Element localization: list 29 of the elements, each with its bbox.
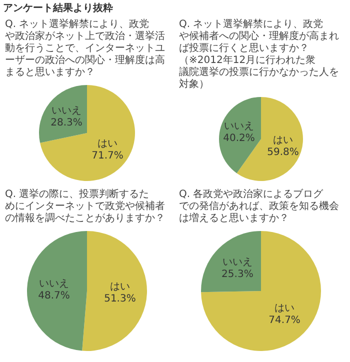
slice-label: いいえ bbox=[39, 278, 70, 290]
data-label: 40.2% bbox=[223, 133, 255, 144]
chart-title: Q. 選挙の際に、投票判断するためにインターネットで政党や候補者の情報を調べたことがありますか？ bbox=[5, 188, 165, 224]
data-label: 51.3% bbox=[104, 293, 136, 304]
chart-title: Q. 各政党や政治家によるブログでの発信があれば、政策を知る機会は増えると思いますか？ bbox=[179, 188, 339, 224]
slice-label: いいえ bbox=[224, 121, 254, 132]
data-label: 59.8% bbox=[267, 147, 299, 158]
data-label: 71.7% bbox=[92, 150, 124, 162]
pie-slice bbox=[82, 231, 147, 351]
data-label: 28.3% bbox=[50, 117, 82, 128]
pie-slice bbox=[201, 231, 321, 351]
slice-label: いいえ bbox=[52, 105, 82, 116]
chart-title: アンケート結果より抜粋 bbox=[3, 2, 113, 14]
pie-slice bbox=[39, 85, 87, 143]
slice-label: はい bbox=[273, 135, 294, 146]
data-label: 48.7% bbox=[38, 290, 70, 302]
slice-label: いいえ bbox=[222, 256, 252, 268]
pie-slice bbox=[219, 97, 261, 174]
pie-slice bbox=[27, 231, 87, 351]
chart-title: Q. ネット選挙解禁により、政党や候補者への関心・理解度が高まれば投票に行くと思いますか？ bbox=[179, 18, 339, 54]
data-label: 74.7% bbox=[268, 315, 300, 326]
text: （※2012年12月に行われた衆議院選挙の投票に行かなかった人を対象） bbox=[179, 54, 339, 90]
pie-slice bbox=[40, 85, 135, 181]
slice-label: はい bbox=[110, 281, 130, 292]
pie-slice bbox=[201, 231, 261, 292]
slice-label: はい bbox=[98, 138, 118, 150]
slice-label: はい bbox=[274, 303, 295, 314]
data-label: 25.3% bbox=[222, 268, 254, 280]
chart-subtitle: Q. ネット選挙解禁により、政党や政治家がネット上で政治・選挙活動を行うことで、インターネットユーザーの政治への関心・理解度は高まると思いますか？ bbox=[5, 18, 165, 78]
